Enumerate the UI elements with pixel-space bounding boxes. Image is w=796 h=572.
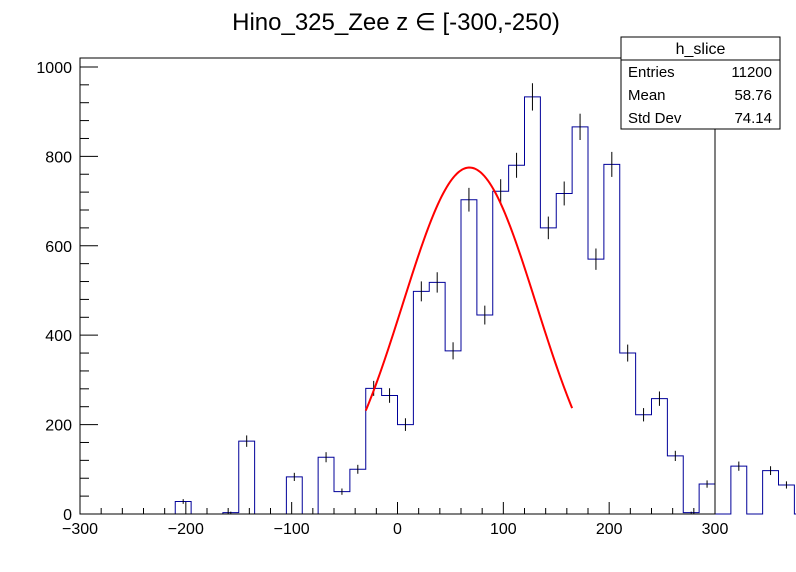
stats-value: 74.14 — [734, 110, 772, 127]
x-tick-label: −300 — [62, 521, 98, 538]
stats-name: h_slice — [676, 41, 726, 58]
stats-box-frame — [620, 36, 781, 130]
histogram-layer — [80, 83, 796, 515]
x-tick-label: 200 — [596, 521, 623, 538]
stats-value: 58.76 — [734, 87, 772, 104]
fit-layer — [364, 166, 574, 412]
chart-title: Hino_325_Zee z ∈ [-300,-250) — [232, 9, 560, 36]
y-tick-label: 1000 — [36, 60, 72, 77]
x-tick-label: 300 — [702, 521, 729, 538]
x-tick-label: −200 — [168, 521, 204, 538]
y-tick-label: 600 — [45, 239, 72, 256]
fit-curve — [364, 166, 574, 412]
stats-label: Mean — [628, 87, 666, 104]
stats-value: 11200 — [731, 64, 772, 81]
axes-layer: −300 −200 −100 0 100 200 300 0 200 400 600 800 1000 — [36, 57, 729, 538]
y-tick-label: 400 — [45, 328, 72, 345]
stats-label: Std Dev — [628, 110, 682, 127]
y-tick-label: 800 — [45, 149, 72, 166]
x-tick-label: −100 — [274, 521, 310, 538]
y-tick-label: 0 — [63, 507, 72, 524]
x-tick-label: 100 — [490, 521, 517, 538]
y-tick-label: 200 — [45, 418, 72, 435]
x-tick-label: 0 — [393, 521, 402, 538]
histogram-outline — [80, 96, 796, 515]
stats-label: Entries — [628, 64, 675, 81]
